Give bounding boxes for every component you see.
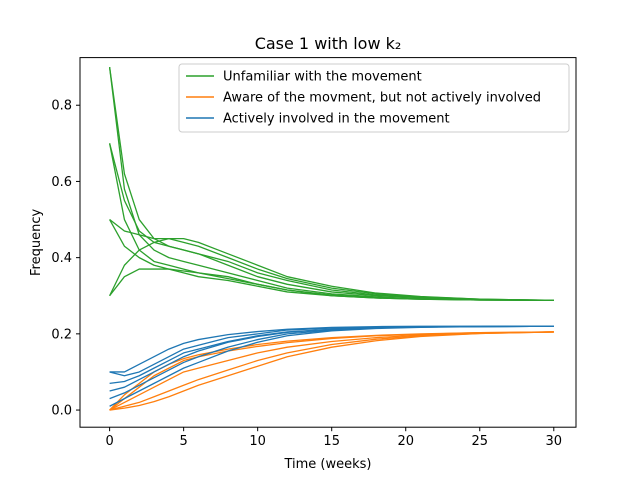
x-tick-label: 10 (249, 434, 266, 449)
series-line-aware-11 (109, 331, 554, 411)
x-tick-label: 0 (105, 434, 113, 449)
legend: Unfamiliar with the movement Aware of th… (178, 63, 570, 133)
plot-frame (79, 57, 577, 428)
series-layer (108, 67, 554, 411)
y-axis-label: Frequency (29, 209, 44, 276)
series-line-aware-13 (109, 331, 554, 411)
legend-label-involved: Actively involved in the movement (223, 112, 450, 127)
series-line-unfamiliar-8 (109, 237, 554, 301)
x-axis: 0 5 10 15 20 25 30 (105, 427, 562, 449)
y-tick-label: 0.8 (51, 99, 72, 114)
x-tick-label: 20 (397, 434, 414, 449)
x-tick-label: 25 (471, 434, 488, 449)
y-tick-label: 0.2 (51, 327, 72, 342)
series-line-aware-1 (109, 331, 554, 411)
y-axis: 0.0 0.2 0.4 0.6 0.8 (51, 99, 80, 419)
y-tick-label: 0.4 (51, 251, 72, 266)
y-tick-label: 0.6 (51, 175, 72, 190)
x-axis-label: Time (weeks) (283, 457, 371, 472)
legend-label-unfamiliar: Unfamiliar with the movement (223, 70, 422, 85)
x-tick-label: 30 (546, 434, 563, 449)
legend-frame (178, 63, 570, 133)
series-line-aware-12 (109, 331, 554, 411)
y-tick-label: 0.0 (51, 404, 72, 419)
x-tick-label: 15 (323, 434, 340, 449)
chart-title: Case 1 with low k₂ (255, 34, 402, 53)
series-line-unfamiliar-9 (109, 268, 554, 301)
series-line-involved-14 (109, 325, 554, 373)
legend-label-aware: Aware of the movment, but not actively i… (223, 91, 541, 106)
x-tick-label: 5 (180, 434, 188, 449)
series-line-involved-18 (109, 325, 554, 407)
series-line-unfamiliar-4 (108, 143, 554, 301)
